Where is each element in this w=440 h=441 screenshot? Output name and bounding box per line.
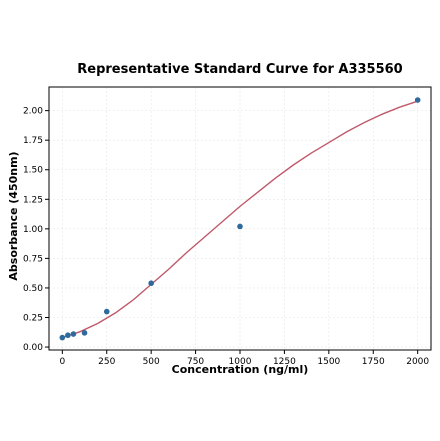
x-axis-ticks: 0 250 500 750 1000 1250 1500 1750 2000 — [59, 350, 429, 367]
y-tick-label: 0.50 — [23, 284, 43, 294]
x-tick-label: 1750 — [362, 357, 385, 367]
y-tick-label: 1.50 — [23, 166, 43, 176]
data-point-layer — [59, 97, 421, 341]
data-point — [59, 334, 66, 341]
x-tick-label: 1250 — [273, 357, 296, 367]
y-tick-label: 1.75 — [23, 136, 43, 146]
x-tick-label: 250 — [98, 357, 115, 367]
fit-curve-line — [62, 100, 418, 339]
x-axis-label: Concentration (ng/ml) — [172, 363, 309, 376]
x-tick-label: 750 — [187, 357, 204, 367]
chart-title: Representative Standard Curve for A33556… — [77, 62, 402, 77]
x-tick-label: 0 — [59, 357, 65, 367]
data-point — [70, 331, 77, 337]
y-axis-label: Absorbance (450nm) — [7, 151, 20, 280]
y-tick-label: 0.25 — [23, 313, 43, 323]
data-point — [148, 280, 154, 287]
x-tick-label: 500 — [143, 357, 160, 367]
y-tick-label: 0.00 — [23, 343, 43, 353]
data-point — [65, 332, 71, 339]
y-tick-label: 0.75 — [23, 254, 43, 264]
x-tick-label: 1000 — [229, 357, 252, 367]
data-point — [414, 97, 421, 103]
fit-curve-layer — [62, 100, 418, 339]
y-tick-label: 2.00 — [23, 107, 43, 117]
x-tick-label: 2000 — [406, 357, 429, 367]
data-point — [237, 223, 243, 230]
y-axis-ticks: 0.00 0.25 0.50 0.75 1.00 1.25 1.50 1.75 2.00 — [23, 107, 49, 353]
data-point — [81, 330, 88, 336]
y-tick-label: 1.00 — [23, 225, 43, 235]
x-tick-label: 1500 — [317, 357, 340, 367]
y-tick-label: 1.25 — [23, 195, 43, 205]
data-point — [103, 308, 110, 315]
